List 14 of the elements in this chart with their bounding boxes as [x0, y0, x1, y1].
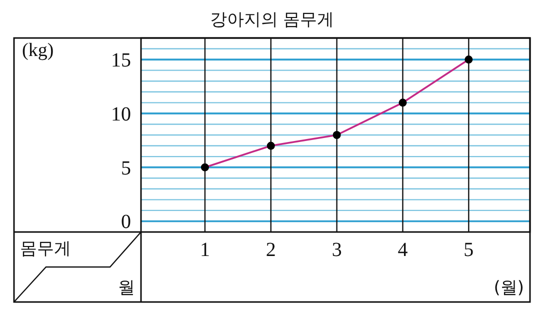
x-axis-title: (월) — [494, 278, 524, 298]
x-tick-label: 2 — [266, 239, 276, 261]
y-tick-label: 10 — [111, 103, 131, 126]
x-tick-label: 5 — [464, 239, 474, 261]
x-tick-label: 3 — [332, 239, 342, 261]
y-axis-title: (kg) — [22, 40, 54, 61]
x-tick-label: 1 — [200, 239, 210, 261]
y-tick-label: 0 — [121, 211, 131, 234]
text: 몸무게 — [20, 239, 71, 259]
y-tick-label: 5 — [121, 157, 131, 180]
x-tick-label: 4 — [398, 239, 408, 261]
y-tick-label: 15 — [111, 50, 131, 72]
chart-title: 강아지의 몸무게 — [210, 10, 334, 30]
text: 월 — [118, 278, 135, 298]
